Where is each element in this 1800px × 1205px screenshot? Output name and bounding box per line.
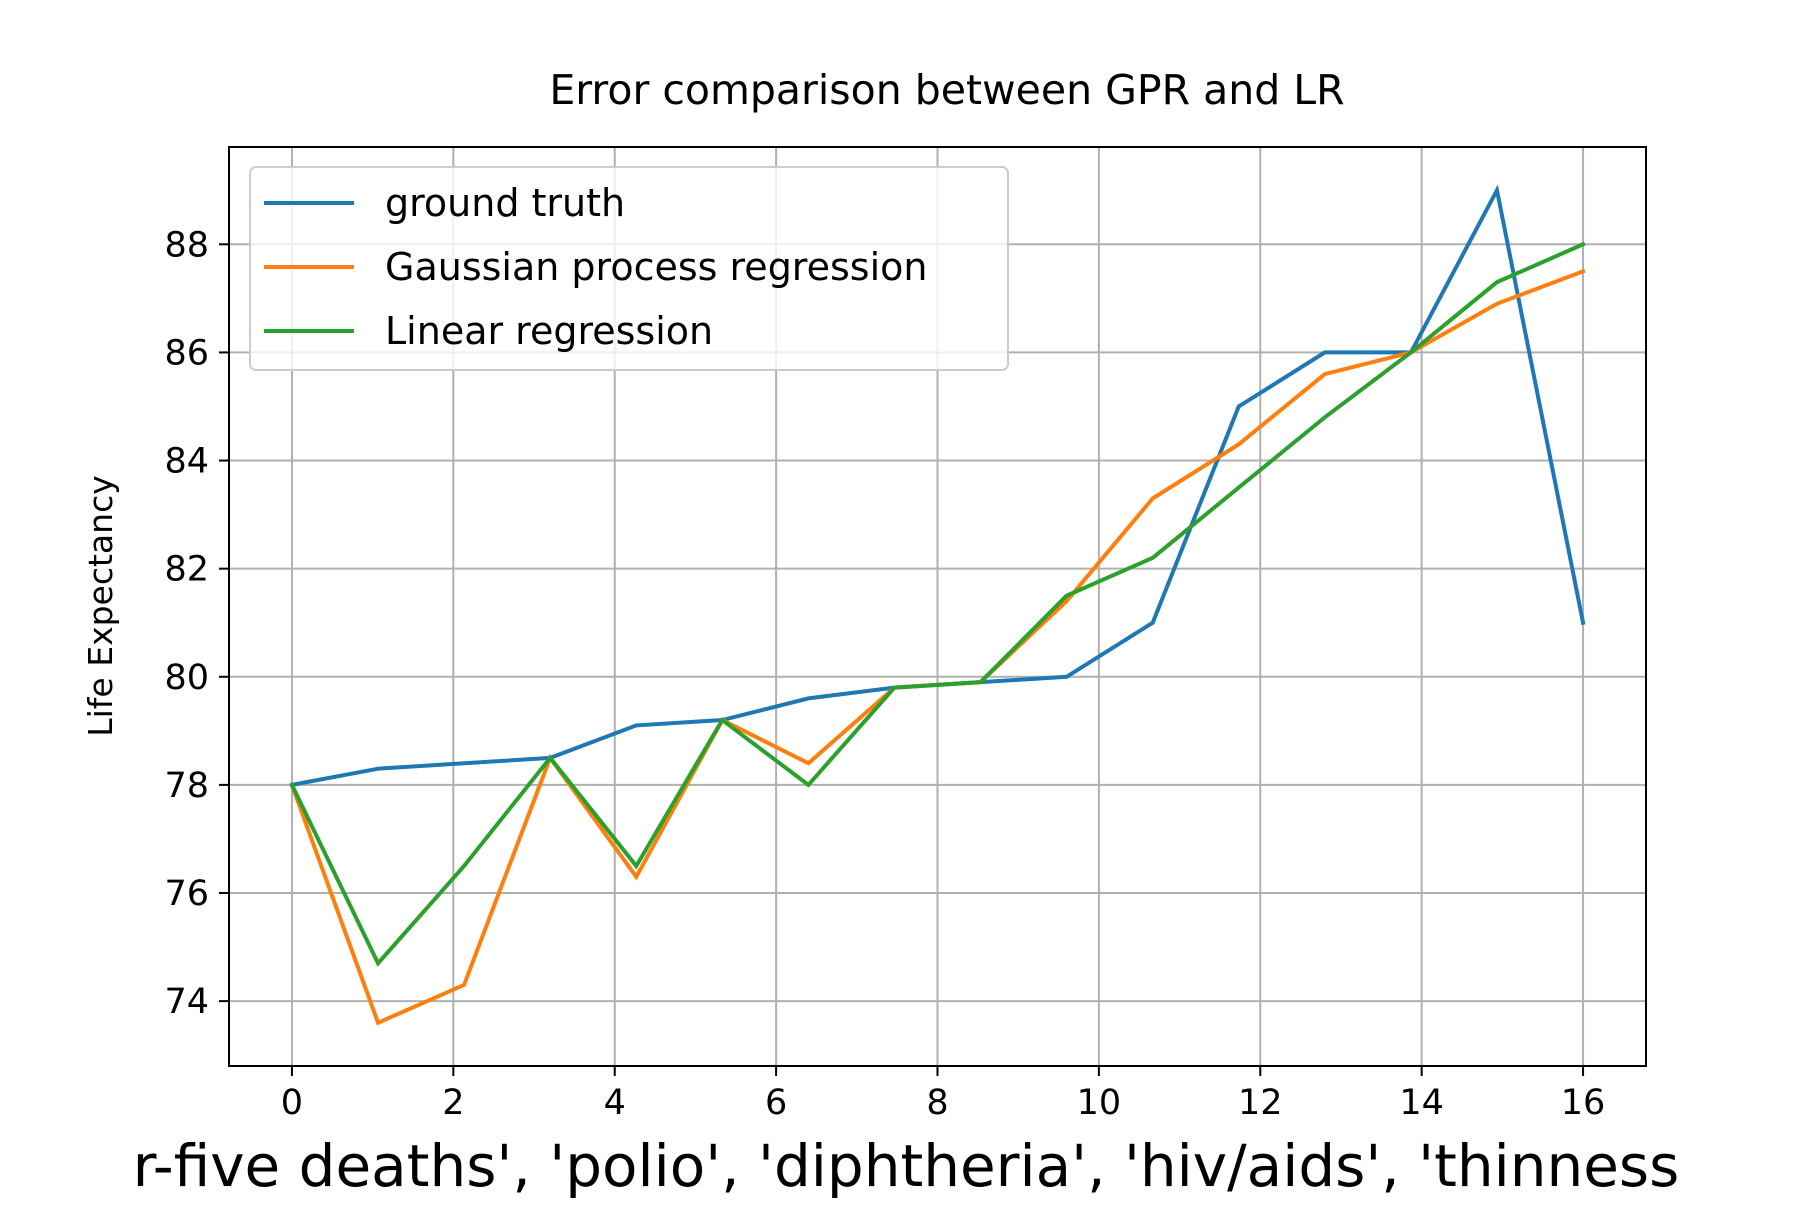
x-tick-label: 14 bbox=[1399, 1083, 1444, 1123]
legend-box bbox=[249, 166, 1009, 371]
y-tick-label: 88 bbox=[164, 225, 209, 265]
x-tick-label: 8 bbox=[926, 1083, 948, 1123]
legend-label: Linear regression bbox=[385, 309, 713, 353]
x-tick-label: 0 bbox=[281, 1083, 303, 1123]
legend: ground truth Gaussian process regression L… bbox=[249, 166, 1009, 371]
x-tick-label: 4 bbox=[604, 1083, 626, 1123]
y-tick-label: 78 bbox=[164, 766, 209, 806]
chart-title: Error comparison between GPR and LR bbox=[549, 66, 1344, 114]
x-tick-label: 2 bbox=[442, 1083, 464, 1123]
x-axis-label: r-five deaths', 'polio', 'diphtheria', '… bbox=[133, 1132, 1680, 1200]
legend-label: ground truth bbox=[385, 181, 625, 225]
y-tick-label: 82 bbox=[164, 550, 209, 590]
x-tick-label: 10 bbox=[1077, 1083, 1122, 1123]
series-lines bbox=[289, 184, 1586, 1026]
y-tick-label: 86 bbox=[164, 333, 209, 373]
y-tick-label: 76 bbox=[164, 874, 209, 914]
x-tick-label: 16 bbox=[1561, 1083, 1606, 1123]
y-tick-label: 84 bbox=[164, 442, 209, 482]
series-line-3 bbox=[289, 241, 1586, 967]
y-tick-label: 80 bbox=[164, 658, 209, 698]
x-tick-label: 12 bbox=[1238, 1083, 1283, 1123]
y-axis-label: Life Expectancy bbox=[81, 475, 120, 737]
y-tick-label: 74 bbox=[164, 982, 209, 1022]
axis-ticks: 0 2 4 6 8 10 12 14 16 74 76 78 80 82 84 86 88 bbox=[164, 225, 1605, 1123]
legend-label: Gaussian process regression bbox=[385, 245, 927, 289]
x-tick-label: 6 bbox=[765, 1083, 787, 1123]
